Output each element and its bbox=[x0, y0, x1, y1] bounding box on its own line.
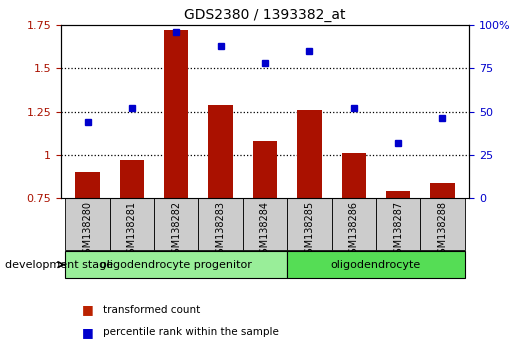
Text: transformed count: transformed count bbox=[103, 305, 200, 315]
Text: ■: ■ bbox=[82, 326, 94, 338]
Text: oligodendrocyte progenitor: oligodendrocyte progenitor bbox=[100, 259, 252, 270]
Title: GDS2380 / 1393382_at: GDS2380 / 1393382_at bbox=[184, 8, 346, 22]
Bar bbox=[341, 153, 366, 329]
Bar bbox=[297, 110, 322, 329]
Text: GSM138286: GSM138286 bbox=[349, 201, 359, 260]
Bar bbox=[198, 198, 243, 250]
Bar bbox=[75, 172, 100, 329]
Bar bbox=[65, 198, 110, 250]
Text: ■: ■ bbox=[82, 303, 94, 316]
Text: percentile rank within the sample: percentile rank within the sample bbox=[103, 327, 279, 337]
Text: development stage: development stage bbox=[5, 260, 113, 270]
Bar bbox=[430, 183, 455, 329]
Bar bbox=[287, 198, 332, 250]
Bar bbox=[110, 198, 154, 250]
Bar bbox=[386, 191, 410, 329]
Text: GSM138283: GSM138283 bbox=[216, 201, 226, 260]
Bar bbox=[243, 198, 287, 250]
Bar bbox=[65, 251, 287, 278]
Text: GSM138287: GSM138287 bbox=[393, 201, 403, 260]
Bar bbox=[287, 251, 465, 278]
Bar bbox=[332, 198, 376, 250]
Text: GSM138282: GSM138282 bbox=[171, 201, 181, 260]
Bar bbox=[154, 198, 198, 250]
Bar bbox=[208, 104, 233, 329]
Text: oligodendrocyte: oligodendrocyte bbox=[331, 259, 421, 270]
Bar bbox=[164, 30, 189, 329]
Text: GSM138280: GSM138280 bbox=[83, 201, 93, 260]
Bar bbox=[420, 198, 465, 250]
Bar bbox=[376, 198, 420, 250]
Text: GSM138285: GSM138285 bbox=[304, 201, 314, 260]
Text: GSM138281: GSM138281 bbox=[127, 201, 137, 260]
Bar bbox=[120, 160, 144, 329]
Text: GSM138288: GSM138288 bbox=[437, 201, 447, 260]
Bar bbox=[253, 141, 277, 329]
Text: GSM138284: GSM138284 bbox=[260, 201, 270, 260]
